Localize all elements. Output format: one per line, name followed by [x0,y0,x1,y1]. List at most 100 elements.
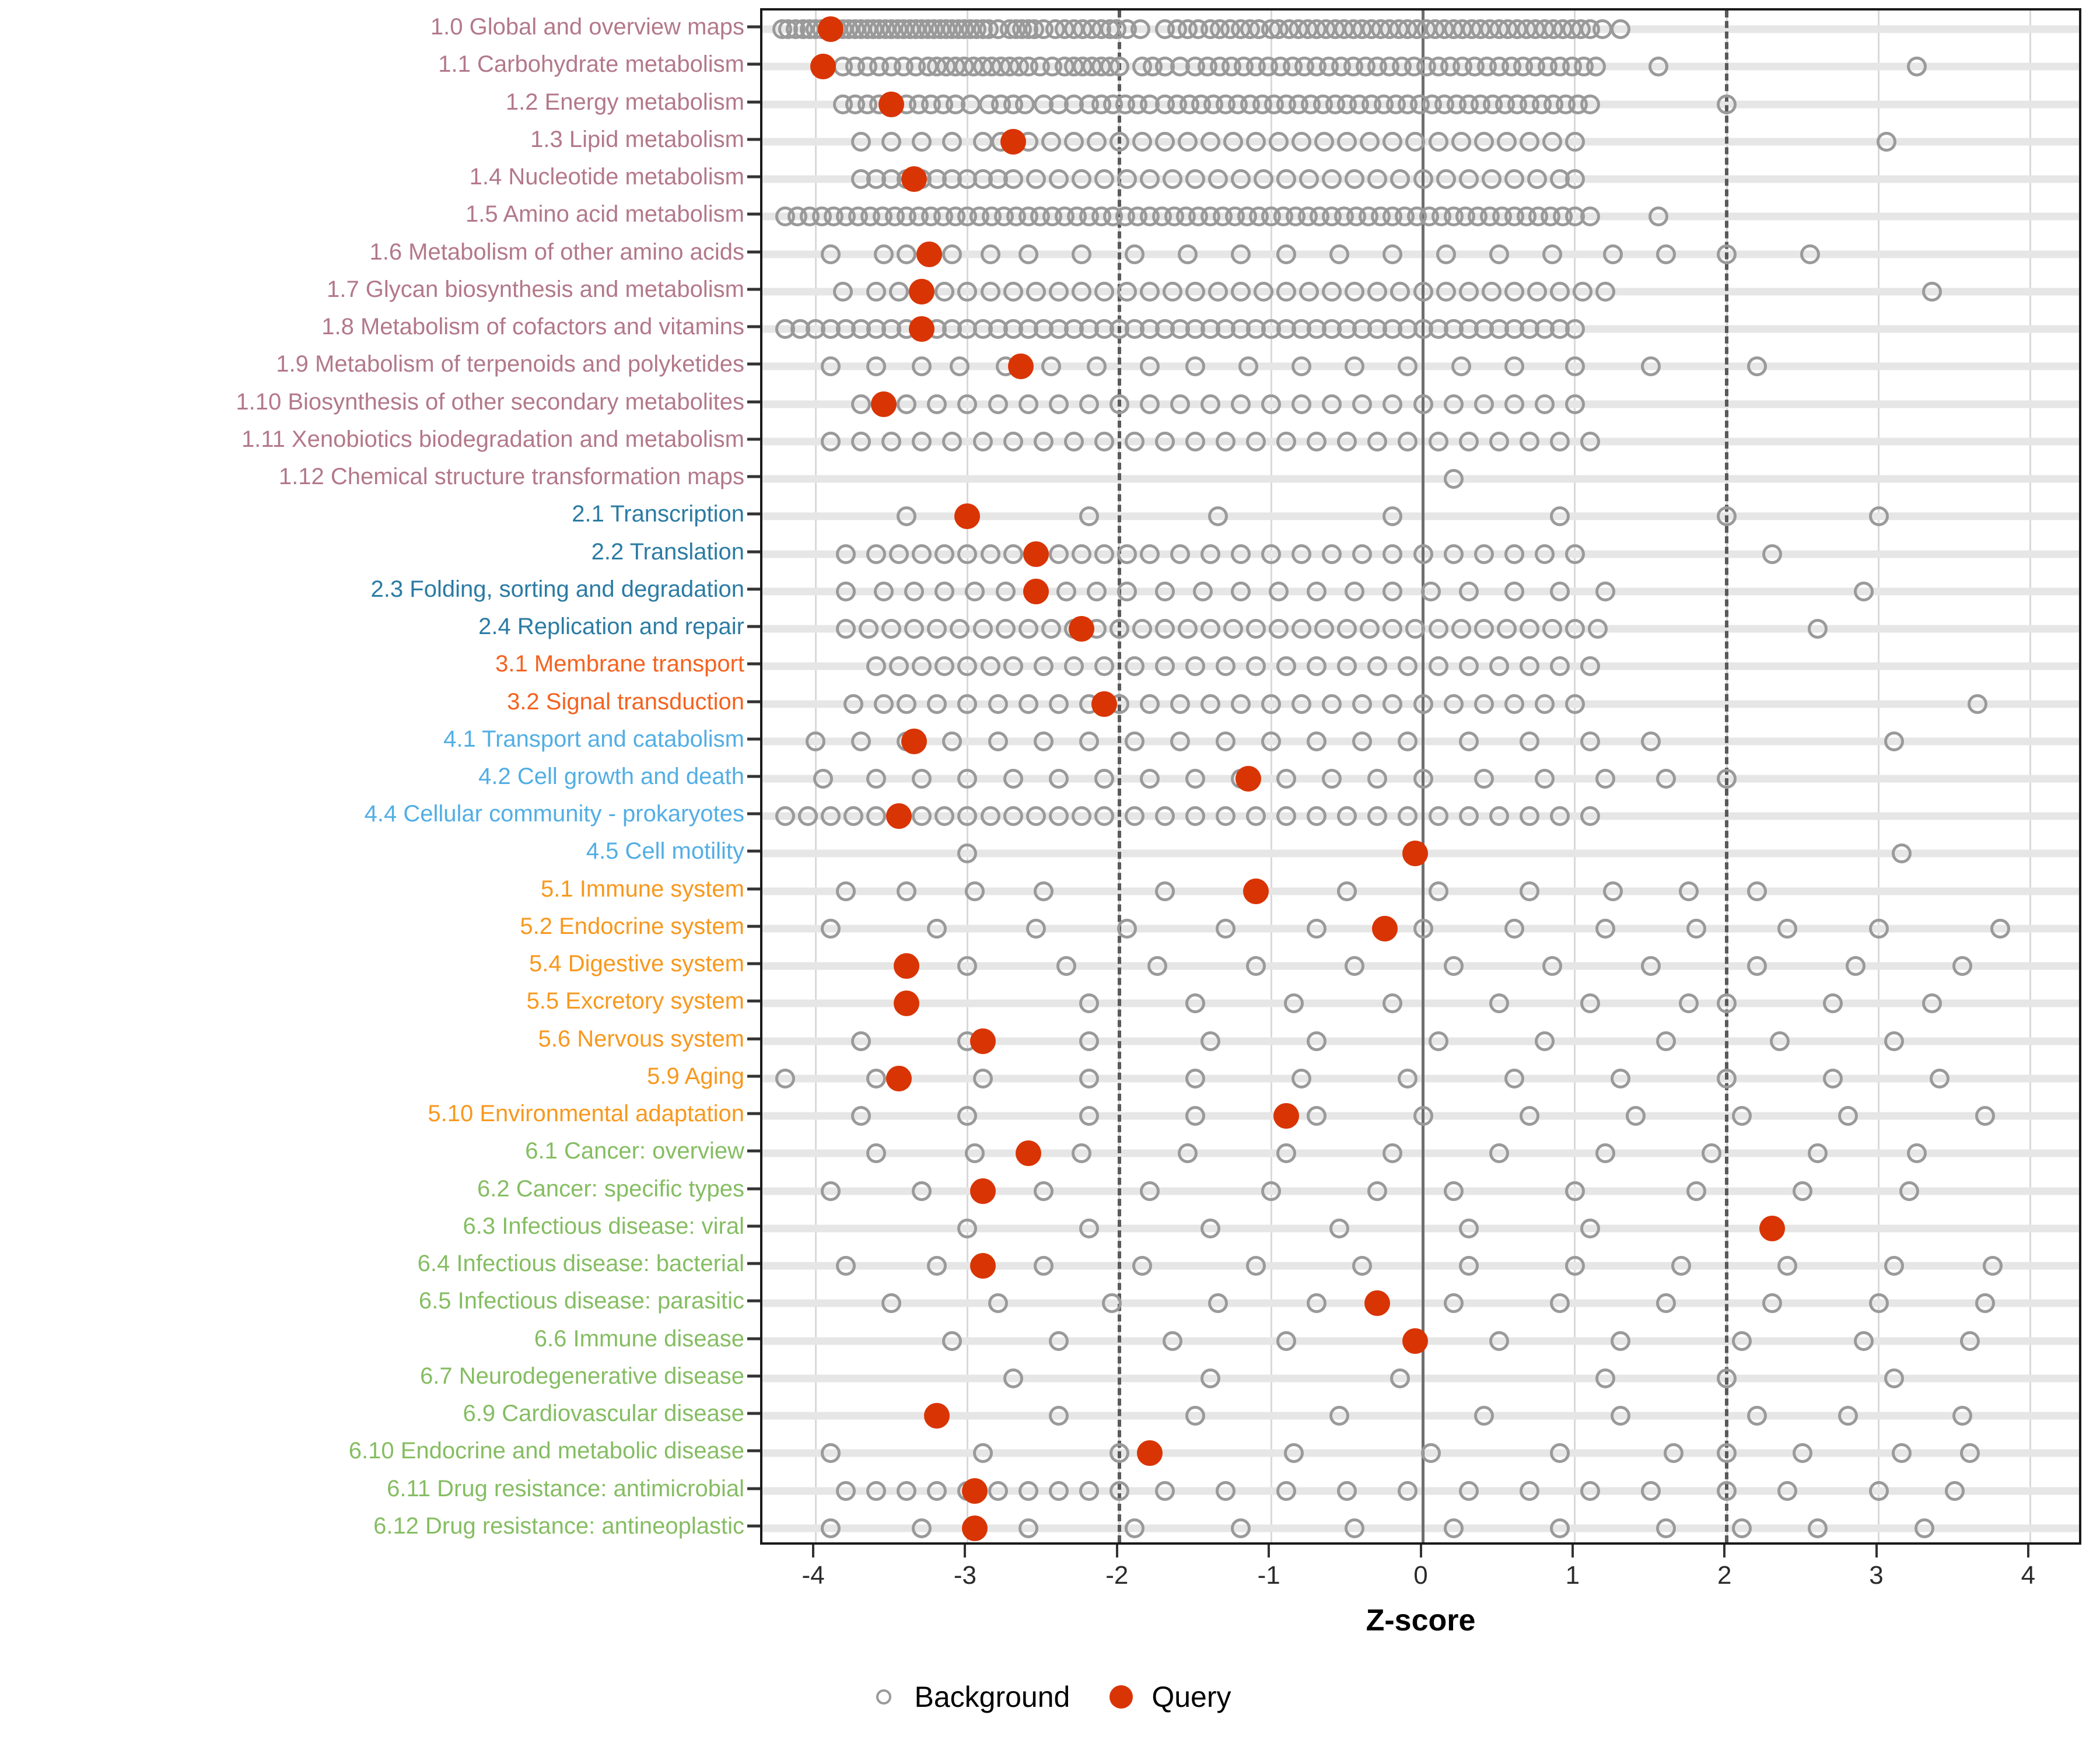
y-axis-category-label: 6.1 Cancer: overview [525,1138,744,1164]
background-point [1398,1068,1418,1088]
background-point [1246,656,1266,677]
query-point[interactable] [1236,766,1262,792]
background-point [1124,1518,1144,1538]
query-point[interactable] [1273,1103,1300,1129]
background-point [960,94,981,114]
query-point[interactable] [894,991,920,1017]
background-point [1474,619,1494,639]
query-point[interactable] [962,1478,988,1504]
background-point [1868,1480,1889,1501]
query-point[interactable] [954,503,981,530]
query-point[interactable] [1023,578,1049,604]
background-point [1747,881,1768,901]
background-point [1717,1368,1737,1388]
background-point [798,806,818,827]
query-point[interactable] [901,166,928,192]
background-point [1405,619,1426,639]
background-point [1656,1518,1676,1538]
query-point[interactable] [1136,1440,1163,1466]
query-point[interactable] [1402,841,1429,867]
legend-item-query[interactable]: Query [1106,1680,1231,1714]
background-point [851,1106,872,1126]
background-point [1390,281,1410,302]
background-point [1154,131,1175,152]
background-point [1071,806,1091,827]
background-point [1800,244,1821,264]
query-point[interactable] [1243,878,1269,904]
background-point [1276,1331,1297,1351]
background-point [957,806,978,827]
background-point [1458,169,1479,190]
y-axis-tick [747,138,760,141]
background-point [1474,544,1494,564]
query-point[interactable] [970,1253,996,1279]
background-point [1770,1031,1790,1051]
background-point [1177,1143,1198,1164]
legend-item-background[interactable]: Background [869,1680,1070,1714]
background-point [1231,544,1251,564]
query-point[interactable] [909,316,935,342]
background-point [1656,1031,1676,1051]
background-point [1914,1518,1934,1538]
background-point [1747,956,1768,977]
query-point[interactable] [1068,616,1094,642]
background-point [957,694,978,714]
query-point[interactable] [1759,1215,1786,1241]
background-point [1200,394,1221,414]
query-point[interactable] [1091,691,1117,717]
query-point[interactable] [924,1403,950,1429]
background-point [1564,394,1585,414]
background-point [1116,581,1137,601]
background-point [1086,356,1107,377]
query-point[interactable] [1364,1290,1391,1317]
background-point [1777,1256,1798,1276]
background-point [1549,581,1570,601]
query-point[interactable] [886,1065,912,1091]
query-point[interactable] [916,241,943,267]
query-point[interactable] [1015,1140,1041,1167]
background-point [1549,1443,1570,1464]
background-point [821,356,841,377]
query-point[interactable] [1372,915,1398,942]
background-point [1838,1406,1859,1426]
background-point [1124,806,1144,827]
background-point [1527,281,1547,302]
query-point[interactable] [1023,541,1049,567]
background-point [1086,131,1107,152]
y-axis-tick [747,550,760,554]
background-point [1345,581,1365,601]
query-point[interactable] [886,803,912,830]
query-point[interactable] [909,278,935,304]
query-point[interactable] [818,16,844,43]
background-point [1982,1256,2003,1276]
query-point[interactable] [1000,128,1026,155]
query-point[interactable] [970,1178,996,1204]
background-point [1276,769,1297,789]
y-axis-category-label: 1.11 Xenobiotics biodegradation and meta… [241,426,744,452]
y-axis-tick [747,25,760,29]
background-point [1200,694,1221,714]
query-point[interactable] [1402,1328,1429,1354]
y-axis-tick [747,1337,760,1340]
background-point [1033,731,1054,751]
background-point [1048,1406,1069,1426]
query-point[interactable] [970,1028,996,1054]
query-point[interactable] [1007,354,1034,380]
query-point[interactable] [871,391,897,417]
query-point[interactable] [878,91,905,117]
background-point [1322,544,1342,564]
background-point [1094,656,1114,677]
query-point[interactable] [894,953,920,979]
query-point[interactable] [962,1515,988,1541]
background-point [1185,806,1205,827]
background-point [1116,281,1137,302]
background-point [1413,544,1433,564]
query-point[interactable] [810,54,836,80]
background-point [1292,394,1312,414]
background-point [1717,506,1737,527]
background-point [1094,281,1114,302]
background-point [1048,1480,1069,1501]
background-point [1489,431,1509,452]
query-point[interactable] [901,728,928,754]
background-point [1139,694,1160,714]
